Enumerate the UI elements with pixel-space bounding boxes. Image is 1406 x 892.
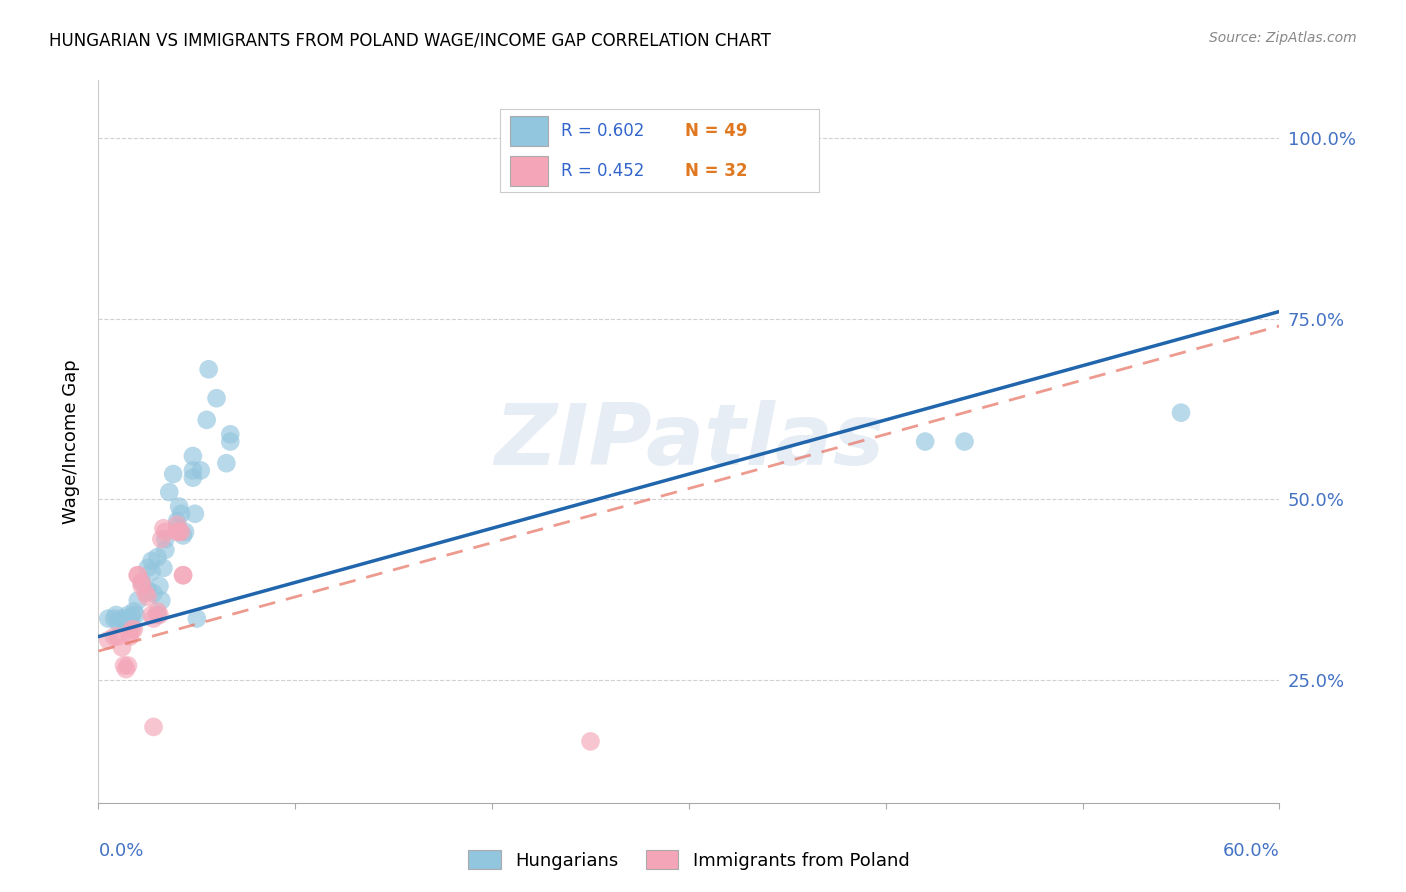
Legend: Hungarians, Immigrants from Poland: Hungarians, Immigrants from Poland: [461, 843, 917, 877]
Point: [105, 607, 128, 622]
Point: [157, 485, 180, 500]
Point: [135, 586, 157, 600]
Point: [111, 611, 134, 625]
Point: [148, 607, 170, 622]
Point: [219, 434, 242, 449]
Point: [122, 623, 145, 637]
Point: [131, 575, 153, 590]
Point: [118, 630, 141, 644]
Point: [131, 575, 153, 590]
Point: [155, 524, 177, 539]
Point: [131, 579, 153, 593]
Point: [118, 615, 141, 630]
Point: [142, 586, 165, 600]
Point: [136, 582, 159, 597]
Y-axis label: Wage/Income Gap: Wage/Income Gap: [62, 359, 80, 524]
Point: [953, 434, 976, 449]
Point: [172, 528, 194, 542]
Point: [914, 434, 936, 449]
Point: [155, 542, 177, 557]
Point: [155, 532, 177, 546]
Point: [141, 554, 163, 568]
Point: [579, 734, 602, 748]
Point: [190, 463, 212, 477]
Point: [115, 662, 138, 676]
Point: [195, 413, 218, 427]
Point: [103, 630, 125, 644]
Point: [127, 568, 149, 582]
Point: [152, 561, 174, 575]
Point: [141, 565, 163, 579]
Point: [103, 611, 125, 625]
Point: [125, 607, 148, 622]
Point: [146, 607, 169, 622]
Point: [142, 611, 165, 625]
Point: [112, 658, 135, 673]
Point: [141, 607, 163, 622]
Point: [97, 633, 120, 648]
Point: [146, 550, 169, 565]
Point: [166, 514, 188, 528]
Point: [111, 640, 134, 655]
Point: [118, 626, 141, 640]
Point: [122, 604, 145, 618]
Point: [184, 507, 207, 521]
Text: 0.0%: 0.0%: [98, 842, 143, 860]
Point: [166, 521, 188, 535]
Point: [186, 611, 208, 625]
Point: [107, 615, 129, 630]
Point: [172, 568, 194, 582]
Point: [181, 463, 204, 477]
Point: [162, 467, 184, 481]
Point: [205, 391, 228, 405]
Point: [219, 427, 242, 442]
Point: [167, 500, 190, 514]
Point: [215, 456, 238, 470]
Text: Source: ZipAtlas.com: Source: ZipAtlas.com: [1209, 31, 1357, 45]
Point: [166, 517, 188, 532]
Point: [1170, 406, 1192, 420]
Point: [167, 524, 190, 539]
Point: [142, 720, 165, 734]
Point: [136, 590, 159, 604]
Point: [181, 449, 204, 463]
Point: [172, 568, 194, 582]
Text: ZIPatlas: ZIPatlas: [494, 400, 884, 483]
Point: [170, 524, 193, 539]
Point: [127, 593, 149, 607]
Point: [197, 362, 219, 376]
Point: [166, 524, 188, 539]
Point: [121, 623, 143, 637]
Point: [127, 568, 149, 582]
Point: [146, 604, 169, 618]
Point: [174, 524, 197, 539]
Point: [117, 607, 139, 622]
Point: [170, 507, 193, 521]
Point: [117, 658, 139, 673]
Text: 60.0%: 60.0%: [1223, 842, 1279, 860]
Point: [115, 611, 138, 625]
Text: HUNGARIAN VS IMMIGRANTS FROM POLAND WAGE/INCOME GAP CORRELATION CHART: HUNGARIAN VS IMMIGRANTS FROM POLAND WAGE…: [49, 31, 770, 49]
Point: [150, 593, 173, 607]
Point: [152, 521, 174, 535]
Point: [181, 470, 204, 484]
Point: [97, 611, 120, 625]
Point: [112, 615, 135, 630]
Point: [150, 532, 173, 546]
Point: [107, 630, 129, 644]
Point: [148, 579, 170, 593]
Point: [121, 609, 143, 624]
Point: [136, 561, 159, 575]
